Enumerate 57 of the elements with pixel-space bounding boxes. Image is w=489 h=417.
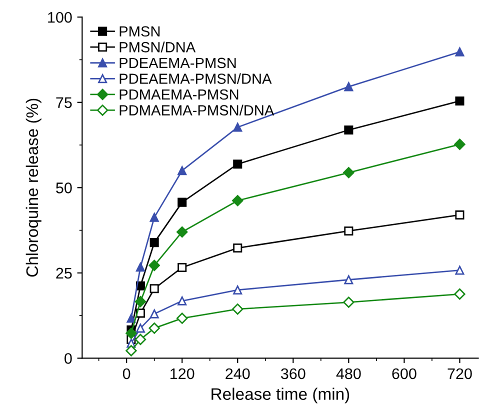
- point: [455, 47, 464, 56]
- y-axis-title: Chloroquine release (%): [26, 98, 42, 277]
- point: [178, 166, 187, 176]
- point: [344, 275, 354, 284]
- point: [232, 303, 244, 315]
- point: [455, 210, 464, 220]
- point: [150, 284, 159, 294]
- point: [136, 262, 145, 272]
- point: [233, 122, 242, 132]
- point: [232, 195, 244, 206]
- point: [176, 312, 188, 324]
- point: [233, 160, 242, 169]
- legend-label: PDMAEMA-PMSN/DNA: [120, 104, 274, 116]
- point: [136, 324, 145, 333]
- point: [150, 309, 159, 318]
- point: [233, 244, 242, 253]
- point: [344, 125, 354, 135]
- point: [233, 285, 242, 294]
- point: [178, 296, 187, 306]
- x-tick-label: 360: [280, 368, 306, 380]
- point: [454, 138, 466, 150]
- x-tick-label: 240: [226, 368, 250, 380]
- y-tick-label: 75: [56, 97, 72, 108]
- point: [455, 266, 464, 275]
- point: [150, 238, 159, 248]
- point: [178, 198, 187, 207]
- y-tick-label: 25: [56, 268, 72, 279]
- point: [176, 226, 188, 238]
- point: [126, 314, 136, 323]
- point: [344, 82, 354, 92]
- y-tick-label: 100: [48, 12, 72, 23]
- x-tick-label: 480: [336, 368, 361, 380]
- x-tick-label: 0: [122, 368, 130, 380]
- point: [454, 288, 466, 300]
- legend-label: PDEAEMA-PMSN/DNA: [120, 73, 272, 84]
- x-axis-title: Release time (min): [212, 388, 350, 404]
- point: [126, 345, 137, 356]
- point: [344, 226, 354, 236]
- legend-label: PMSN: [120, 26, 160, 37]
- x-tick-label: 600: [392, 368, 416, 380]
- x-tick-label: 120: [170, 368, 194, 380]
- legend-label: PDMAEMA-PMSN: [120, 89, 238, 100]
- point: [455, 96, 464, 106]
- point: [343, 167, 354, 178]
- legend-label: PDEAEMA-PMSN: [120, 58, 236, 68]
- point: [343, 296, 354, 308]
- x-tick-label: 720: [448, 368, 472, 380]
- point: [178, 262, 187, 272]
- point: [150, 212, 159, 222]
- point: [134, 296, 146, 308]
- point: [134, 334, 146, 346]
- y-tick-label: 50: [56, 182, 72, 194]
- point: [148, 260, 160, 272]
- legend-label: PMSN/DNA: [120, 42, 196, 52]
- point: [148, 322, 160, 334]
- y-tick-label: 0: [64, 353, 72, 364]
- point: [126, 328, 137, 339]
